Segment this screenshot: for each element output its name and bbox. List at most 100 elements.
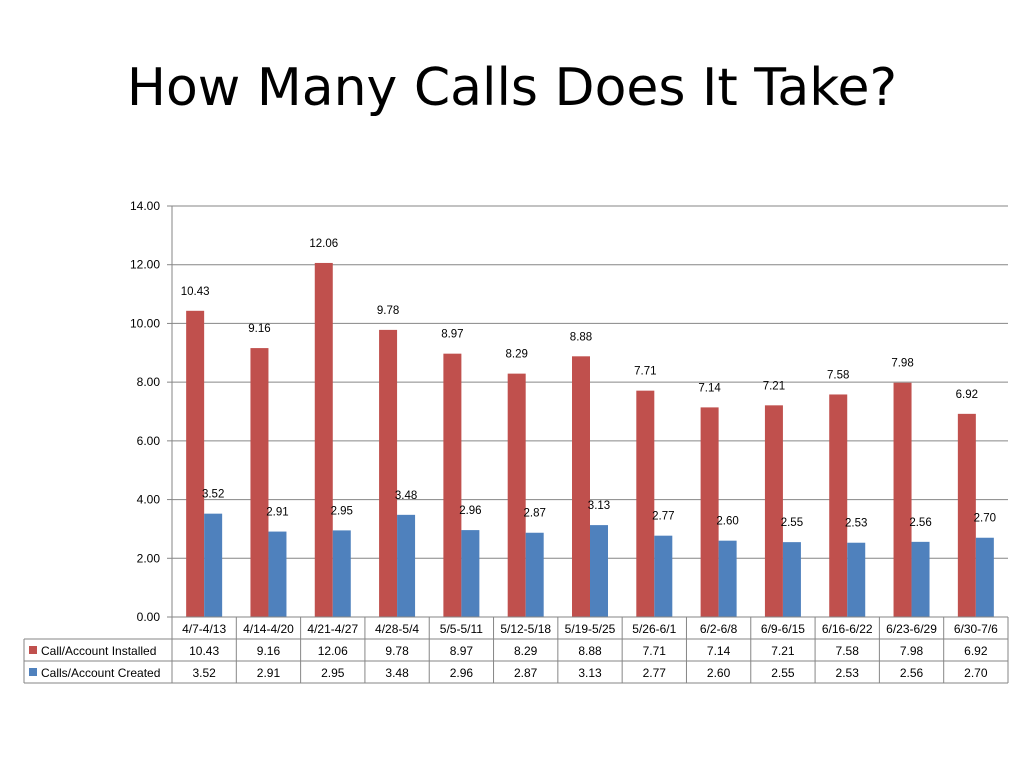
bar [443,353,462,617]
data-label: 3.13 [588,500,610,512]
bar [636,390,655,617]
category-label: 6/2-6/8 [700,622,738,636]
table-cell: 3.13 [578,666,602,680]
bar [268,531,287,617]
legend-key [29,668,37,676]
table-cell: 9.16 [257,644,281,658]
data-label: 2.56 [909,517,931,529]
data-label: 7.21 [763,380,785,392]
bar [893,382,912,617]
bar [250,348,269,617]
y-tick-label: 14.00 [130,199,160,213]
data-label: 2.87 [523,508,545,520]
table-cell: 3.48 [385,666,409,680]
table-cell: 6.92 [964,644,988,658]
data-label: 8.97 [441,329,463,341]
table-cell: 7.21 [771,644,795,658]
table-cell: 3.52 [192,666,216,680]
table-cell: 8.88 [578,644,602,658]
category-label: 5/26-6/1 [632,622,676,636]
table-cell: 2.56 [900,666,924,680]
bar [204,513,223,617]
table-cell: 7.71 [643,644,667,658]
table-cell: 2.70 [964,666,988,680]
category-label: 4/14-4/20 [243,622,294,636]
bar [397,514,416,617]
data-label: 2.53 [845,518,867,530]
bar [700,407,719,617]
category-label: 6/23-6/29 [886,622,937,636]
category-label: 6/9-6/15 [761,622,805,636]
legend-key [29,646,37,654]
category-label: 5/12-5/18 [500,622,551,636]
table-cell: 12.06 [318,644,348,658]
category-label: 5/5-5/11 [440,622,483,636]
bar [186,310,205,617]
data-label: 10.43 [181,286,210,298]
table-cell: 2.96 [450,666,474,680]
data-label: 2.91 [266,507,288,519]
table-cell: 2.55 [771,666,795,680]
category-label: 6/30-7/6 [954,622,998,636]
category-label: 4/28-5/4 [375,622,419,636]
data-label: 2.96 [459,505,481,517]
data-label: 9.78 [377,305,399,317]
table-cell: 2.77 [643,666,667,680]
table-cell: 7.98 [900,644,924,658]
category-label: 6/16-6/22 [822,622,873,636]
data-label: 2.70 [974,513,996,525]
data-label: 7.14 [698,382,721,394]
category-label: 5/19-5/25 [565,622,616,636]
table-cell: 2.53 [836,666,860,680]
bar [975,537,994,617]
table-cell: 7.14 [707,644,731,658]
table-cell: 2.87 [514,666,538,680]
bar [764,405,783,617]
data-label: 7.58 [827,369,849,381]
y-tick-label: 4.00 [137,493,161,507]
data-label: 7.71 [634,366,656,378]
table-cell: 10.43 [189,644,219,658]
bar [525,532,544,617]
data-label: 3.52 [202,489,224,501]
bar [572,356,590,617]
bar [654,535,673,617]
data-label: 7.98 [891,358,913,370]
bar [590,525,608,617]
data-label: 12.06 [309,238,338,250]
y-tick-label: 2.00 [137,551,161,565]
legend-label: Call/Account Installed [41,644,156,658]
data-label: 3.48 [395,490,417,502]
data-label: 2.55 [781,517,803,529]
bar [507,373,526,617]
category-label: 4/7-4/13 [182,622,226,636]
legend-label: Calls/Account Created [41,666,160,680]
category-label: 4/21-4/27 [307,622,358,636]
y-tick-label: 0.00 [137,610,161,624]
data-label: 9.16 [248,323,270,335]
bar [332,530,351,617]
data-label: 2.60 [716,516,738,528]
bar [461,530,480,617]
bar [829,394,848,617]
bar [911,541,930,617]
y-tick-label: 8.00 [137,375,161,389]
bar [718,540,737,617]
bar [782,542,801,617]
y-tick-label: 10.00 [130,316,160,330]
table-cell: 7.58 [836,644,860,658]
bar [314,262,333,617]
data-label: 6.92 [956,389,978,401]
bar [379,329,398,617]
bar [957,413,976,617]
data-label: 8.29 [505,349,527,361]
table-cell: 2.95 [321,666,345,680]
bar [847,542,866,617]
data-label: 8.88 [570,331,592,343]
y-tick-label: 6.00 [137,434,161,448]
table-cell: 2.91 [257,666,281,680]
table-cell: 9.78 [385,644,409,658]
table-cell: 8.29 [514,644,538,658]
slide-title: How Many Calls Does It Take? [126,58,898,118]
